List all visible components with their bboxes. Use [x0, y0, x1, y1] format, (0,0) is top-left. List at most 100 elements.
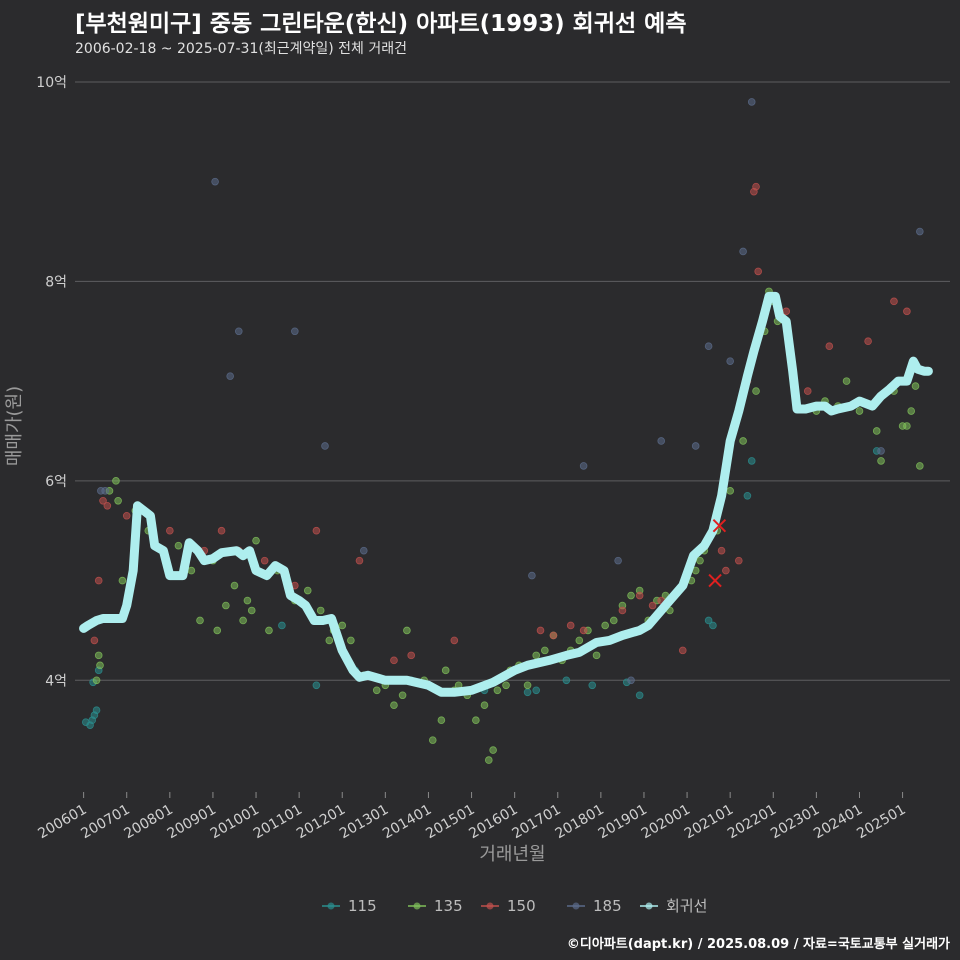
legend-label: 150	[507, 897, 536, 915]
data-point	[90, 636, 99, 645]
data-point	[230, 581, 239, 590]
y-tick-label: 4억	[45, 673, 67, 689]
series-150	[90, 182, 911, 665]
x-tick-label: 201401	[380, 802, 434, 843]
legend-item-135: 135	[408, 897, 463, 915]
data-point	[99, 496, 107, 505]
data-point	[877, 457, 885, 465]
data-point	[648, 601, 657, 610]
x-tick-label: 201501	[423, 802, 477, 843]
x-tick-label: 200701	[78, 802, 132, 843]
data-point	[247, 606, 256, 615]
data-point	[916, 227, 924, 236]
data-point	[493, 686, 502, 695]
scatter-points	[81, 98, 924, 764]
series-185	[97, 98, 924, 685]
x-tick-label: 201001	[208, 802, 262, 843]
chart-title: [부천원미구] 중동 그린타운(한신) 아파트(1993) 회귀선 예측	[75, 11, 687, 37]
data-point	[704, 616, 713, 625]
y-tick-label: 8억	[45, 274, 67, 290]
data-point	[437, 716, 446, 724]
data-point	[312, 681, 321, 690]
data-point	[347, 636, 355, 645]
data-point	[523, 681, 532, 690]
data-point	[752, 387, 760, 395]
data-point	[627, 591, 635, 600]
data-point	[489, 746, 497, 754]
x-tick-label: 201601	[466, 802, 520, 843]
data-point	[601, 621, 609, 630]
x-tick-label: 202501	[854, 802, 908, 843]
data-point	[877, 447, 885, 455]
data-point	[635, 591, 644, 600]
data-point	[907, 407, 916, 415]
x-tick-label: 201201	[294, 802, 348, 843]
data-point	[213, 626, 222, 635]
data-point	[890, 297, 898, 306]
data-point	[747, 98, 756, 106]
data-point	[291, 327, 299, 336]
chart-subtitle: 2006-02-18 ~ 2025-07-31(최근계약일) 전체 거래건	[75, 41, 407, 57]
x-tick-label: 201901	[596, 802, 650, 843]
data-point	[916, 462, 924, 470]
data-point	[502, 681, 510, 690]
data-point	[754, 267, 762, 276]
data-point	[747, 457, 756, 465]
data-point	[118, 576, 127, 585]
legend-swatch-dot	[645, 902, 653, 910]
data-point	[618, 606, 627, 615]
data-point	[390, 701, 398, 710]
x-tick-label: 202201	[725, 802, 779, 843]
data-point	[441, 666, 450, 675]
data-point	[722, 566, 730, 575]
data-point	[864, 337, 872, 346]
x-tick-label: 202001	[639, 802, 693, 843]
grid-lines	[75, 81, 950, 681]
x-axis-ticks: 2006012007012008012009012010012011012012…	[35, 792, 909, 843]
data-point	[101, 487, 109, 495]
x-tick-label: 200801	[122, 802, 176, 843]
data-point	[752, 182, 760, 191]
data-point	[872, 427, 881, 435]
x-tick-label: 202101	[682, 802, 736, 843]
data-point	[532, 686, 541, 695]
data-point	[359, 546, 368, 555]
x-marker	[712, 519, 727, 533]
data-point	[532, 651, 541, 660]
data-point	[614, 556, 622, 565]
data-point	[541, 646, 549, 655]
legend-item-회귀선: 회귀선	[640, 897, 707, 915]
legend-item-150: 150	[481, 897, 536, 915]
data-point	[92, 706, 101, 715]
data-point	[855, 407, 864, 415]
data-point	[390, 656, 398, 665]
legend-label: 135	[434, 897, 463, 915]
data-point	[312, 526, 321, 535]
y-axis-title: 매매가(원)	[4, 386, 25, 466]
y-axis-ticks: 4억 6억 8억 10억	[36, 75, 67, 689]
data-point	[92, 676, 101, 685]
data-point	[187, 566, 196, 575]
data-point	[549, 631, 558, 640]
data-point	[726, 357, 734, 365]
data-point	[592, 651, 601, 660]
data-point	[252, 536, 260, 545]
data-point	[112, 477, 120, 485]
data-point	[472, 716, 480, 724]
data-point	[450, 636, 459, 645]
y-tick-label: 6억	[45, 474, 67, 490]
data-point	[166, 526, 174, 535]
data-point	[403, 626, 411, 635]
legend-label: 회귀선	[666, 897, 707, 915]
data-point	[484, 756, 493, 764]
legend-item-115: 115	[322, 897, 377, 915]
data-point	[911, 382, 920, 390]
x-tick-label: 201301	[337, 802, 391, 843]
data-point	[103, 501, 112, 510]
data-point	[278, 621, 286, 630]
data-point	[174, 541, 183, 550]
data-point	[609, 616, 618, 625]
data-point	[316, 606, 325, 615]
x-tick-label: 202401	[811, 802, 865, 843]
